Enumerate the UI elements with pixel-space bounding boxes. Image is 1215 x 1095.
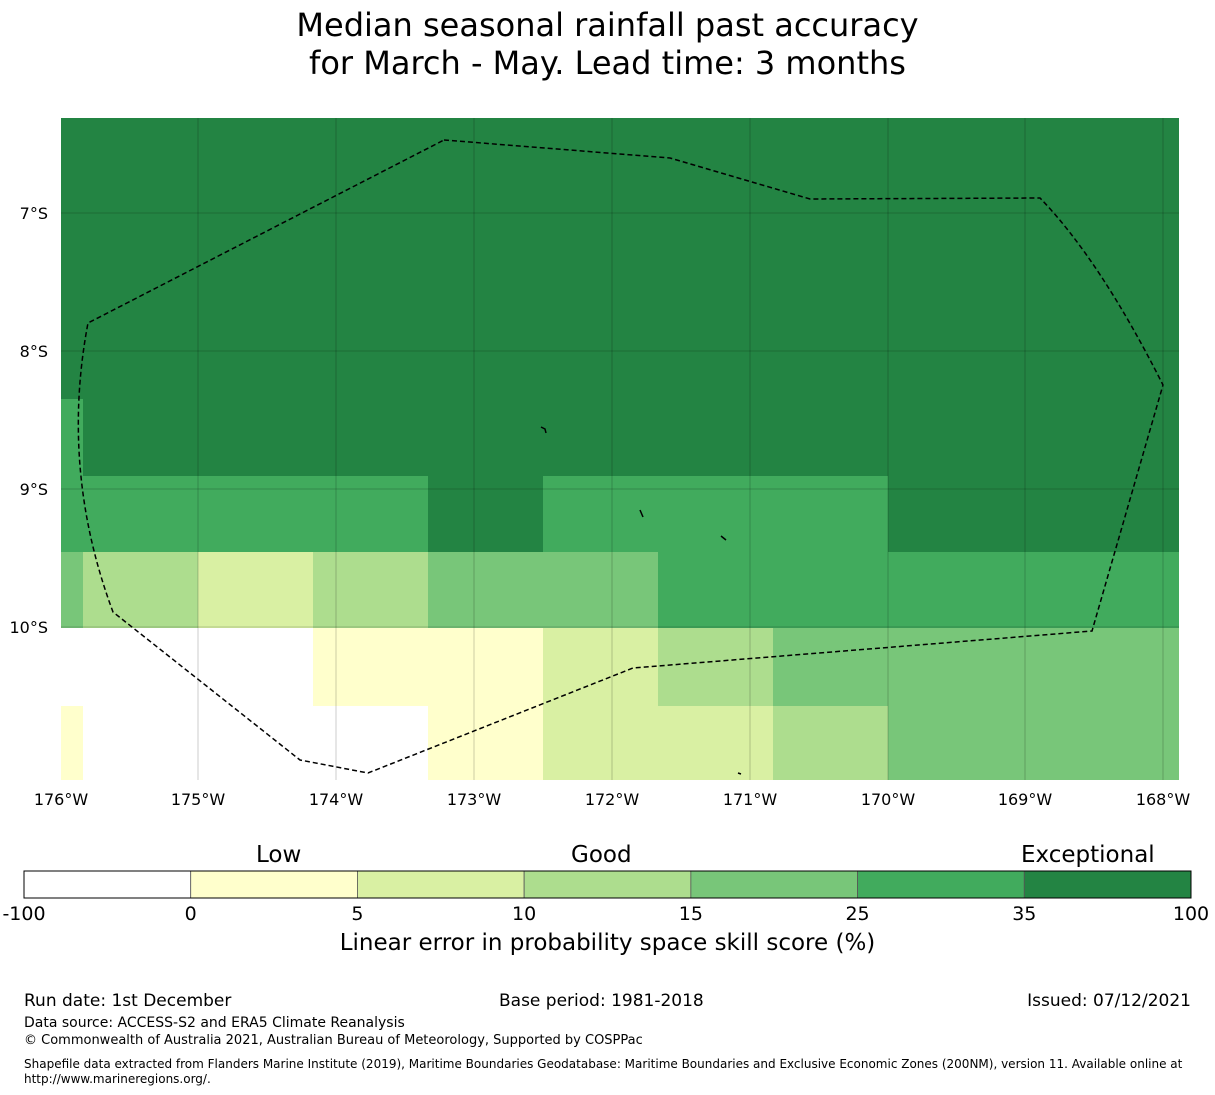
colorbar-tick-label: 15 bbox=[679, 903, 703, 925]
skill-cell bbox=[888, 552, 1179, 628]
skill-cell bbox=[428, 552, 658, 628]
longitude-tick-label: 170°W bbox=[861, 790, 916, 809]
skill-cell bbox=[773, 706, 888, 780]
colorbar-segment bbox=[690, 870, 858, 899]
map-title: Median seasonal rainfall past accuracy f… bbox=[0, 6, 1215, 82]
issued-date: Issued: 07/12/2021 bbox=[1027, 991, 1191, 1011]
skill-cell bbox=[61, 118, 1179, 295]
skill-cell bbox=[83, 552, 198, 628]
axis-tick-labels: 176°W 175°W 174°W 173°W 172°W 171°W 170°W 169°W… bbox=[9, 204, 1190, 809]
skill-cell bbox=[61, 706, 83, 780]
data-source: Data source: ACCESS-S2 and ERA5 Climate … bbox=[24, 1015, 405, 1031]
colorbar-outline bbox=[23, 870, 1192, 899]
skill-cell bbox=[83, 476, 428, 552]
longitude-tick-label: 174°W bbox=[309, 790, 364, 809]
title-line-2: for March - May. Lead time: 3 months bbox=[309, 44, 906, 82]
colorbar-tick-label: -100 bbox=[2, 903, 45, 925]
longitude-tick-label: 169°W bbox=[998, 790, 1053, 809]
colorbar-tick-label: 35 bbox=[1012, 903, 1036, 925]
latitude-tick-label: 7°S bbox=[20, 204, 48, 223]
skill-cell bbox=[658, 628, 773, 706]
skill-cell bbox=[61, 628, 313, 706]
colorbar-segment bbox=[523, 870, 692, 899]
longitude-tick-label: 175°W bbox=[171, 790, 226, 809]
skill-grid bbox=[61, 118, 1179, 780]
skill-cell bbox=[428, 706, 543, 780]
skill-cell bbox=[543, 628, 658, 706]
skill-cell bbox=[428, 476, 543, 552]
latitude-tick-label: 8°S bbox=[20, 342, 48, 361]
colorbar-segment bbox=[23, 870, 192, 899]
island-mark bbox=[639, 509, 644, 518]
skill-cell bbox=[83, 706, 428, 780]
base-period: Base period: 1981-2018 bbox=[499, 991, 704, 1011]
island-mark bbox=[737, 772, 742, 775]
skill-cell bbox=[83, 399, 1179, 476]
colorbar-tick-label: 5 bbox=[351, 903, 363, 925]
skill-cell bbox=[888, 476, 1179, 552]
colorbar-tick-label: 100 bbox=[1173, 903, 1209, 925]
colorbar-title: Linear error in probability space skill … bbox=[339, 930, 876, 956]
skill-cell bbox=[428, 628, 543, 706]
colorbar: -100 0 5 10 15 25 35 100 bbox=[2, 870, 1209, 925]
skill-cell bbox=[658, 552, 888, 628]
island-mark bbox=[720, 535, 727, 541]
skill-cell bbox=[313, 628, 428, 706]
skill-cell bbox=[543, 476, 888, 552]
skill-cell bbox=[773, 628, 888, 706]
longitude-tick-label: 168°W bbox=[1136, 790, 1191, 809]
skill-cell bbox=[61, 295, 1179, 399]
skill-cell bbox=[543, 706, 773, 780]
shapefile-credit-line-2: http://www.marineregions.org/. bbox=[24, 1072, 211, 1086]
skill-cell bbox=[888, 628, 1179, 706]
colorbar-label-exceptional: Exceptional bbox=[1021, 842, 1155, 868]
run-date: Run date: 1st December bbox=[24, 991, 232, 1011]
graticule bbox=[61, 118, 1179, 780]
skill-cell bbox=[198, 552, 313, 628]
shapefile-credit-line-1: Shapefile data extracted from Flanders M… bbox=[24, 1057, 1183, 1071]
longitude-tick-label: 172°W bbox=[585, 790, 640, 809]
colorbar-segment bbox=[190, 870, 358, 899]
colorbar-segment bbox=[857, 870, 1025, 899]
colorbar-tick-label: 10 bbox=[512, 903, 536, 925]
latitude-tick-label: 10°S bbox=[9, 618, 48, 637]
colorbar-tick-label: 25 bbox=[845, 903, 869, 925]
colorbar-label-good: Good bbox=[571, 842, 632, 868]
longitude-tick-label: 171°W bbox=[723, 790, 778, 809]
skill-cell bbox=[61, 476, 83, 552]
longitude-tick-label: 176°W bbox=[34, 790, 89, 809]
skill-cell bbox=[313, 552, 428, 628]
colorbar-tick-label: 0 bbox=[185, 903, 197, 925]
latitude-tick-label: 9°S bbox=[20, 480, 48, 499]
title-line-1: Median seasonal rainfall past accuracy bbox=[296, 6, 919, 44]
copyright: © Commonwealth of Australia 2021, Austra… bbox=[24, 1033, 643, 1048]
longitude-tick-label: 173°W bbox=[447, 790, 502, 809]
colorbar-segment bbox=[357, 870, 525, 899]
island-mark bbox=[540, 426, 547, 434]
colorbar-label-low: Low bbox=[256, 842, 302, 868]
colorbar-segment bbox=[1023, 870, 1192, 899]
skill-cell bbox=[888, 706, 1179, 780]
skill-cell bbox=[61, 399, 83, 476]
skill-cell bbox=[61, 552, 83, 628]
islands bbox=[540, 426, 742, 775]
